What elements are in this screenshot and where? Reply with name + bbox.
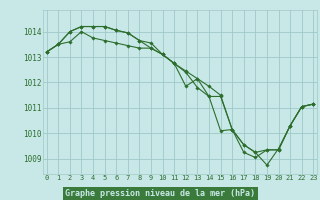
Text: Graphe pression niveau de la mer (hPa): Graphe pression niveau de la mer (hPa) <box>65 189 255 198</box>
